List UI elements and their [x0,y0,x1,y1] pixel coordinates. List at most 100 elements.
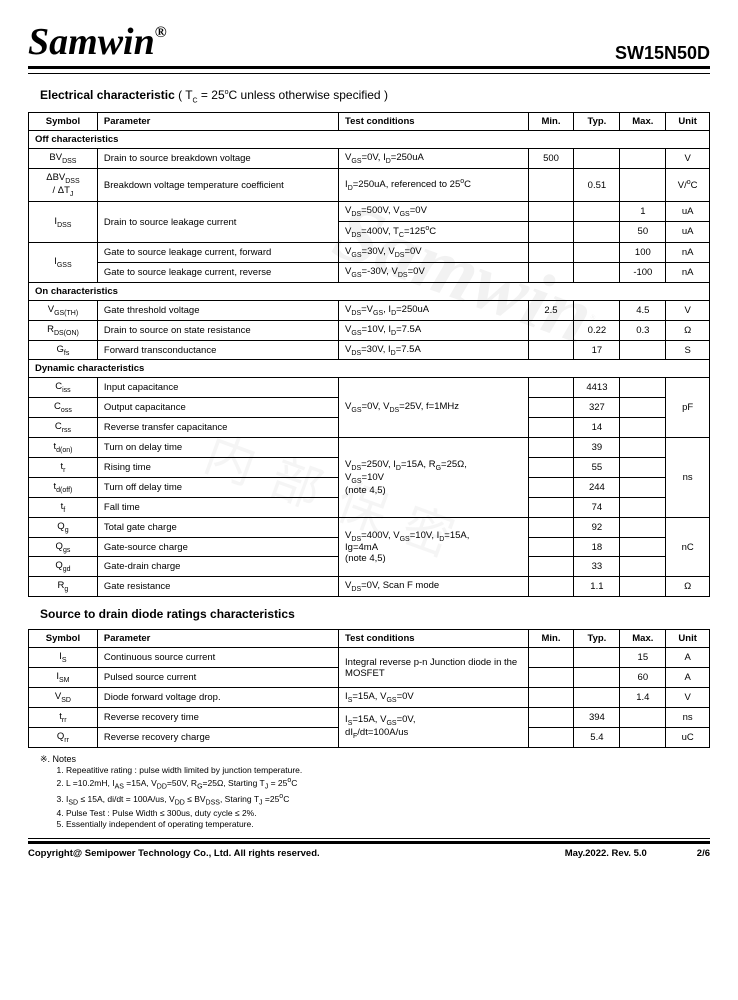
cell: ΔBVDSS/ ΔTJ [29,169,98,202]
section2-title: Source to drain diode ratings characteri… [40,607,710,621]
cell [620,497,666,517]
cell: Reverse recovery time [97,707,338,727]
cell: Gfs [29,340,98,360]
cell: Ω [666,320,710,340]
cell [528,727,574,747]
cell: VDS=250V, ID=15A, RG=25Ω,VGS=10V(note 4,… [339,438,528,518]
cell: Pulsed source current [97,668,338,688]
cell [574,688,620,708]
cell: V [666,300,710,320]
cell: IS=15A, VGS=0V,dIF/dt=100A/us [339,707,528,747]
cell [528,648,574,668]
cell [528,169,574,202]
cell: Qgs [29,537,98,557]
cell: td(off) [29,477,98,497]
col-typ: Typ. [574,113,620,131]
cell: 92 [574,517,620,537]
cell: 0.3 [620,320,666,340]
cell: 15 [620,648,666,668]
header-rule [28,73,710,74]
cell [528,458,574,478]
cell [528,477,574,497]
cell [620,517,666,537]
cell [574,202,620,222]
section1-title: Electrical characteristic ( TC = 25oC un… [40,88,710,104]
cell: 74 [574,497,620,517]
cell [620,149,666,169]
cell: Crss [29,418,98,438]
cell [528,537,574,557]
cell: 50 [620,221,666,242]
cell [620,537,666,557]
cell [620,727,666,747]
cell [528,418,574,438]
group-off: Off characteristics [29,131,710,149]
cell: Ω [666,577,710,597]
col-unit: Unit [666,630,710,648]
cell: IDSS [29,202,98,243]
cell: Rising time [97,458,338,478]
cell: VDS=400V, TC=125oC [339,221,528,242]
cell: BVDSS [29,149,98,169]
cell: VDS=0V, Scan F mode [339,577,528,597]
col-min: Min. [528,113,574,131]
cell: Qrr [29,727,98,747]
cell [574,262,620,282]
cell [528,320,574,340]
cell: 14 [574,418,620,438]
cell: A [666,668,710,688]
cell [528,243,574,263]
cell: ns [666,707,710,727]
cell [574,668,620,688]
cell: Input capacitance [97,378,338,398]
cell: Ciss [29,378,98,398]
cell: Drain to source breakdown voltage [97,149,338,169]
cell: VDS=500V, VGS=0V [339,202,528,222]
col-symbol: Symbol [29,630,98,648]
cell: ns [666,438,710,518]
cell: V [666,149,710,169]
cell [528,378,574,398]
cell: 500 [528,149,574,169]
col-typ: Typ. [574,630,620,648]
page-footer: Copyright@ Semipower Technology Co., Ltd… [28,848,710,859]
cell: IGSS [29,243,98,283]
footer-rule-thin [28,838,710,839]
cell: Gate threshold voltage [97,300,338,320]
notes-header: ※. Notes [40,754,710,766]
cell: 394 [574,707,620,727]
note-item: Pulse Test : Pulse Width ≤ 300us, duty c… [66,808,710,819]
cell: td(on) [29,438,98,458]
cell: Drain to source leakage current [97,202,338,243]
cell [574,648,620,668]
cell: uC [666,727,710,747]
cell: Gate resistance [97,577,338,597]
col-max: Max. [620,630,666,648]
cell: Gate-source charge [97,537,338,557]
cell: 55 [574,458,620,478]
cell: RDS(ON) [29,320,98,340]
col-symbol: Symbol [29,113,98,131]
cell [528,202,574,222]
cell [620,557,666,577]
cell: ISM [29,668,98,688]
cell: Total gate charge [97,517,338,537]
cell [574,221,620,242]
cell: Coss [29,398,98,418]
cell: Drain to source on state resistance [97,320,338,340]
cell: tf [29,497,98,517]
cell: IS [29,648,98,668]
cell: VDS=VGS, ID=250uA [339,300,528,320]
cell [620,438,666,458]
cell: Integral reverse p-n Junction diode in t… [339,648,528,688]
cell: 60 [620,668,666,688]
cell: Gate to source leakage current, reverse [97,262,338,282]
cell: A [666,648,710,668]
copyright-text: Copyright@ Semipower Technology Co., Ltd… [28,848,320,859]
cell: 5.4 [574,727,620,747]
notes-block: ※. Notes Repeatitive rating : pulse widt… [40,754,710,830]
cell: 244 [574,477,620,497]
cell: 327 [574,398,620,418]
col-parameter: Parameter [97,113,338,131]
cell: Qg [29,517,98,537]
